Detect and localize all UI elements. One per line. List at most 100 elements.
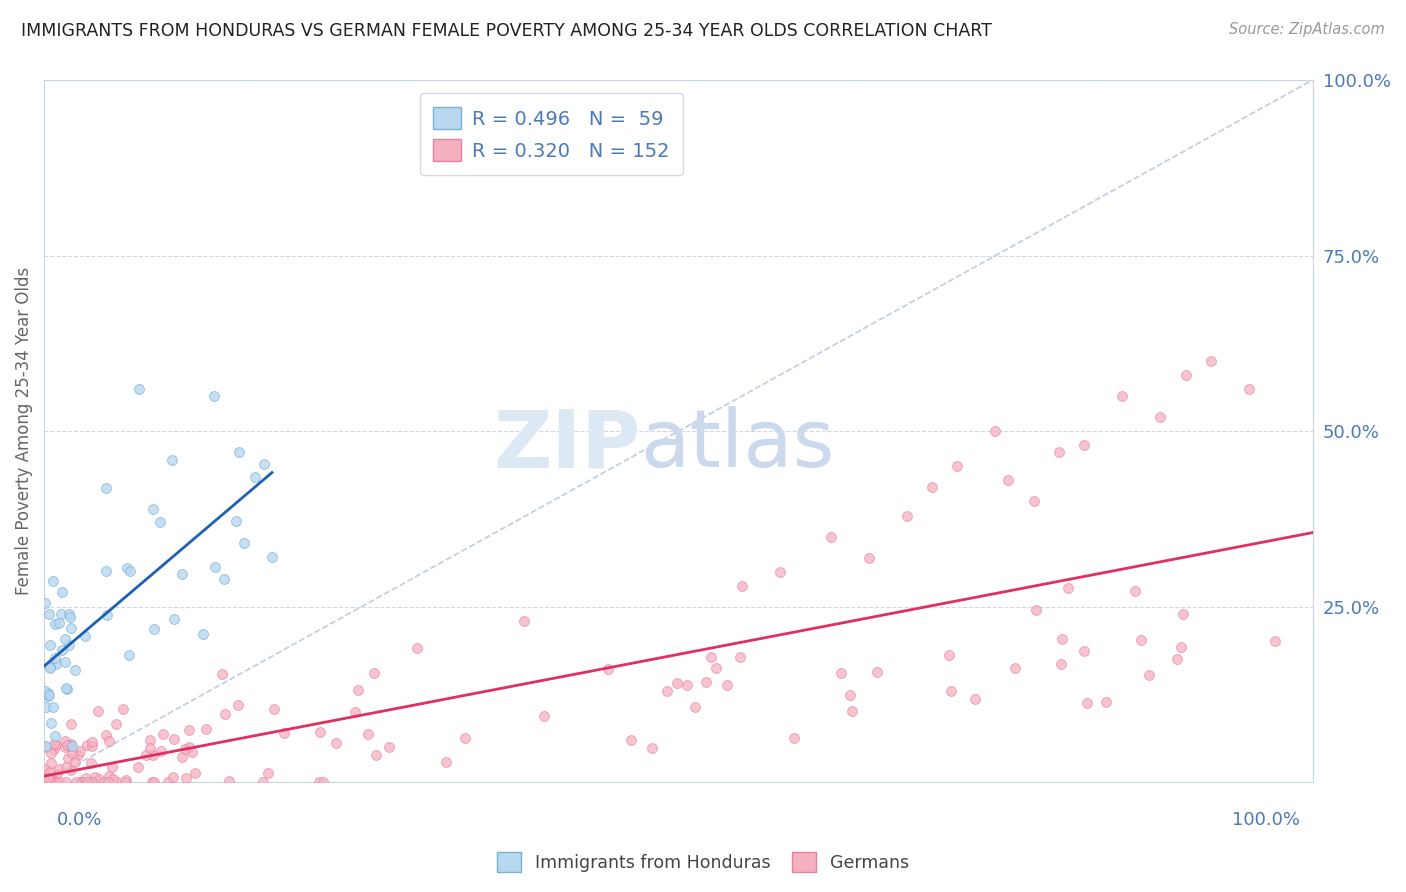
Point xyxy=(69,775,91,789)
Point xyxy=(114,775,136,789)
Point xyxy=(58,638,80,652)
Point xyxy=(53,734,76,748)
Point xyxy=(728,650,751,665)
Point xyxy=(82,775,104,789)
Point xyxy=(377,739,399,754)
Point xyxy=(41,746,63,760)
Point xyxy=(53,655,76,669)
Point xyxy=(128,382,150,396)
Point xyxy=(1057,581,1080,595)
Point xyxy=(59,739,82,753)
Point xyxy=(256,766,278,780)
Point xyxy=(65,775,87,789)
Point xyxy=(55,760,77,774)
Point xyxy=(69,744,91,758)
Point xyxy=(1170,640,1192,654)
Text: ZIP: ZIP xyxy=(494,406,640,484)
Point xyxy=(60,737,83,751)
Point xyxy=(938,648,960,662)
Point xyxy=(596,662,619,676)
Point xyxy=(946,459,969,474)
Point xyxy=(260,550,283,565)
Point xyxy=(115,772,138,787)
Point xyxy=(1025,603,1047,617)
Point xyxy=(695,675,717,690)
Point xyxy=(44,651,66,665)
Point xyxy=(657,684,679,698)
Point xyxy=(170,749,193,764)
Point xyxy=(172,567,194,582)
Point xyxy=(34,596,56,610)
Point xyxy=(1022,494,1045,508)
Point xyxy=(839,688,862,702)
Point xyxy=(34,683,56,698)
Point xyxy=(513,615,536,629)
Point xyxy=(42,574,65,588)
Point xyxy=(533,709,555,723)
Point xyxy=(34,762,56,776)
Point xyxy=(51,643,73,657)
Point xyxy=(94,728,117,742)
Point xyxy=(56,739,79,753)
Point xyxy=(228,444,250,458)
Point xyxy=(101,760,124,774)
Point xyxy=(149,515,172,529)
Point xyxy=(1004,661,1026,675)
Point xyxy=(44,773,66,788)
Point xyxy=(39,716,62,731)
Point xyxy=(142,747,165,762)
Legend: Immigrants from Honduras, Germans: Immigrants from Honduras, Germans xyxy=(491,845,915,879)
Point xyxy=(75,772,97,786)
Point xyxy=(65,755,87,769)
Point xyxy=(454,731,477,745)
Point xyxy=(35,739,58,753)
Point xyxy=(1237,382,1260,396)
Point xyxy=(93,775,115,789)
Point xyxy=(700,650,723,665)
Point xyxy=(42,700,65,714)
Point xyxy=(211,666,233,681)
Point xyxy=(101,772,124,787)
Point xyxy=(163,731,186,746)
Point xyxy=(94,564,117,578)
Legend: R = 0.496   N =  59, R = 0.320   N = 152: R = 0.496 N = 59, R = 0.320 N = 152 xyxy=(420,94,683,175)
Point xyxy=(41,775,63,789)
Point xyxy=(783,731,806,745)
Point xyxy=(1166,652,1188,666)
Y-axis label: Female Poverty Among 25-34 Year Olds: Female Poverty Among 25-34 Year Olds xyxy=(15,267,32,595)
Point xyxy=(38,765,60,780)
Point xyxy=(218,774,240,789)
Point xyxy=(152,727,174,741)
Point xyxy=(1174,368,1197,382)
Text: 0.0%: 0.0% xyxy=(56,811,103,829)
Point xyxy=(142,622,165,636)
Point xyxy=(118,648,141,663)
Point xyxy=(204,559,226,574)
Point xyxy=(676,678,699,692)
Point xyxy=(53,632,76,646)
Point xyxy=(841,704,863,718)
Point xyxy=(76,738,98,752)
Point xyxy=(149,744,172,758)
Point xyxy=(49,607,72,621)
Point xyxy=(58,607,80,622)
Point xyxy=(56,681,79,696)
Point xyxy=(704,661,727,675)
Point xyxy=(55,775,77,789)
Point xyxy=(309,725,332,739)
Point xyxy=(162,770,184,784)
Point xyxy=(38,607,60,622)
Point xyxy=(38,660,60,674)
Point xyxy=(1073,438,1095,452)
Point xyxy=(70,775,93,789)
Point xyxy=(42,775,65,789)
Point xyxy=(53,740,76,755)
Point xyxy=(1076,697,1098,711)
Point xyxy=(70,775,93,789)
Point xyxy=(820,530,842,544)
Point xyxy=(118,564,141,578)
Point xyxy=(80,739,103,754)
Point xyxy=(59,610,82,624)
Point xyxy=(941,683,963,698)
Point xyxy=(252,775,274,789)
